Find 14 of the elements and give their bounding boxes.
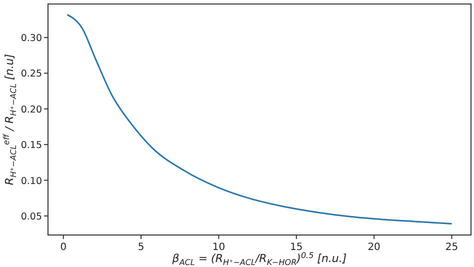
y-tick-label: 0.30 [20,33,42,44]
x-tick-label: 0 [60,242,67,253]
y-tick-label: 0.20 [20,104,42,116]
x-tick-label: 15 [290,242,303,253]
x-tick-label: 5 [138,242,144,253]
y-tick-label: 0.10 [20,176,42,187]
y-tick-label: 0.25 [20,68,42,80]
x-tick-label: 25 [445,242,458,253]
y-tick-label: 0.15 [20,140,42,152]
x-tick-label: 20 [368,242,380,253]
x-tick-label: 10 [212,242,226,253]
y-tick-label: 0.05 [20,211,42,222]
line-series [66,14,452,225]
text: β$_{ACL}$ = (R$_{H⁺−ACL}$/R$_{K−HOR}$)$^{0.5}$ [n.u.] [172,251,347,267]
